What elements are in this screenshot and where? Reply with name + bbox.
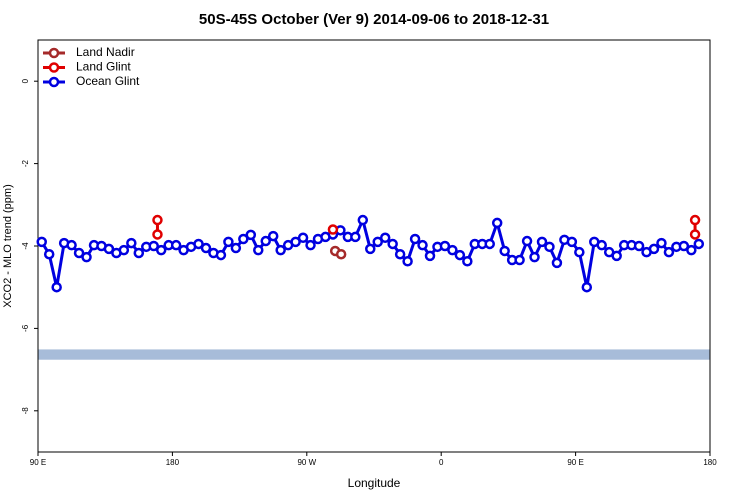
legend-label: Land Nadir bbox=[76, 45, 135, 59]
data-point bbox=[267, 230, 279, 242]
data-point bbox=[260, 235, 271, 247]
legend-marker bbox=[48, 62, 60, 73]
data-point bbox=[409, 233, 421, 245]
data-point bbox=[439, 240, 451, 252]
y-tick-label: -6 bbox=[21, 324, 30, 332]
data-point bbox=[152, 229, 163, 240]
data-point bbox=[514, 254, 525, 266]
data-point bbox=[275, 244, 286, 256]
data-point bbox=[387, 238, 398, 250]
data-point bbox=[596, 239, 607, 251]
y-tick-label: -4 bbox=[21, 242, 30, 250]
data-point bbox=[689, 229, 701, 240]
data-point bbox=[193, 238, 204, 250]
data-point bbox=[633, 240, 645, 252]
data-point bbox=[424, 250, 436, 262]
data-point bbox=[126, 237, 137, 249]
data-point bbox=[447, 244, 458, 256]
data-point bbox=[462, 255, 473, 267]
x-tick-label: 180 bbox=[703, 458, 717, 467]
data-point bbox=[365, 243, 376, 255]
reference-band bbox=[38, 349, 710, 360]
data-point bbox=[245, 229, 257, 241]
legend-marker bbox=[48, 76, 60, 88]
data-point bbox=[521, 235, 533, 247]
data-point bbox=[499, 245, 510, 257]
chart-title: 50S-45S October (Ver 9) 2014-09-06 to 20… bbox=[199, 11, 549, 28]
x-tick-label: 0 bbox=[439, 458, 444, 467]
data-point bbox=[43, 248, 55, 260]
data-point bbox=[536, 236, 548, 248]
data-point bbox=[230, 242, 242, 254]
data-point bbox=[51, 281, 62, 293]
data-point bbox=[327, 224, 339, 235]
data-point bbox=[215, 249, 227, 261]
legend-marker bbox=[48, 47, 60, 59]
y-tick-label: 0 bbox=[21, 78, 30, 83]
data-point bbox=[118, 244, 130, 256]
data-point bbox=[581, 281, 593, 293]
data-point bbox=[350, 231, 361, 243]
y-tick-label: -8 bbox=[21, 407, 30, 415]
data-point bbox=[253, 244, 264, 256]
x-tick-label: 90 W bbox=[297, 458, 316, 467]
data-point bbox=[200, 242, 212, 254]
data-point bbox=[574, 246, 585, 258]
data-point bbox=[148, 240, 159, 252]
y-tick-label: -2 bbox=[21, 159, 30, 167]
data-point bbox=[66, 239, 77, 251]
legend-label: Land Glint bbox=[76, 60, 131, 74]
data-point bbox=[152, 214, 163, 226]
x-tick-label: 180 bbox=[166, 458, 180, 467]
data-point bbox=[170, 239, 182, 251]
data-point bbox=[305, 239, 316, 251]
data-point bbox=[656, 237, 667, 249]
data-point bbox=[133, 247, 145, 259]
x-axis-label: Longitude bbox=[348, 476, 401, 490]
data-point bbox=[335, 248, 347, 260]
series-line bbox=[155, 220, 697, 235]
data-point bbox=[223, 236, 234, 248]
legend-label: Ocean Glint bbox=[76, 74, 140, 88]
data-point bbox=[36, 236, 47, 248]
data-point bbox=[379, 232, 391, 244]
data-point bbox=[155, 244, 167, 256]
data-point bbox=[566, 236, 578, 248]
data-point bbox=[663, 246, 675, 258]
data-point bbox=[551, 257, 563, 269]
data-point bbox=[686, 244, 697, 256]
data-point bbox=[678, 240, 690, 252]
data-point bbox=[611, 250, 622, 262]
data-point bbox=[103, 243, 115, 255]
data-point bbox=[238, 233, 249, 245]
x-tick-label: 90 E bbox=[30, 458, 46, 467]
data-point bbox=[491, 217, 503, 229]
x-tick-label: 90 E bbox=[567, 458, 583, 467]
data-point bbox=[454, 249, 466, 261]
data-point bbox=[648, 243, 660, 255]
y-axis-label: XCO2 - MLO trend (ppm) bbox=[2, 184, 14, 307]
data-point bbox=[297, 232, 309, 244]
data-point bbox=[290, 236, 301, 248]
data-point bbox=[372, 236, 383, 248]
data-point bbox=[394, 248, 406, 260]
data-point bbox=[529, 251, 540, 263]
data-point bbox=[693, 238, 705, 250]
data-point bbox=[417, 239, 428, 251]
data-point bbox=[544, 241, 555, 253]
data-point bbox=[357, 214, 369, 226]
data-point bbox=[81, 251, 92, 263]
data-point bbox=[402, 255, 413, 267]
data-point bbox=[689, 214, 701, 226]
data-point bbox=[73, 247, 85, 259]
data-point bbox=[484, 238, 495, 250]
